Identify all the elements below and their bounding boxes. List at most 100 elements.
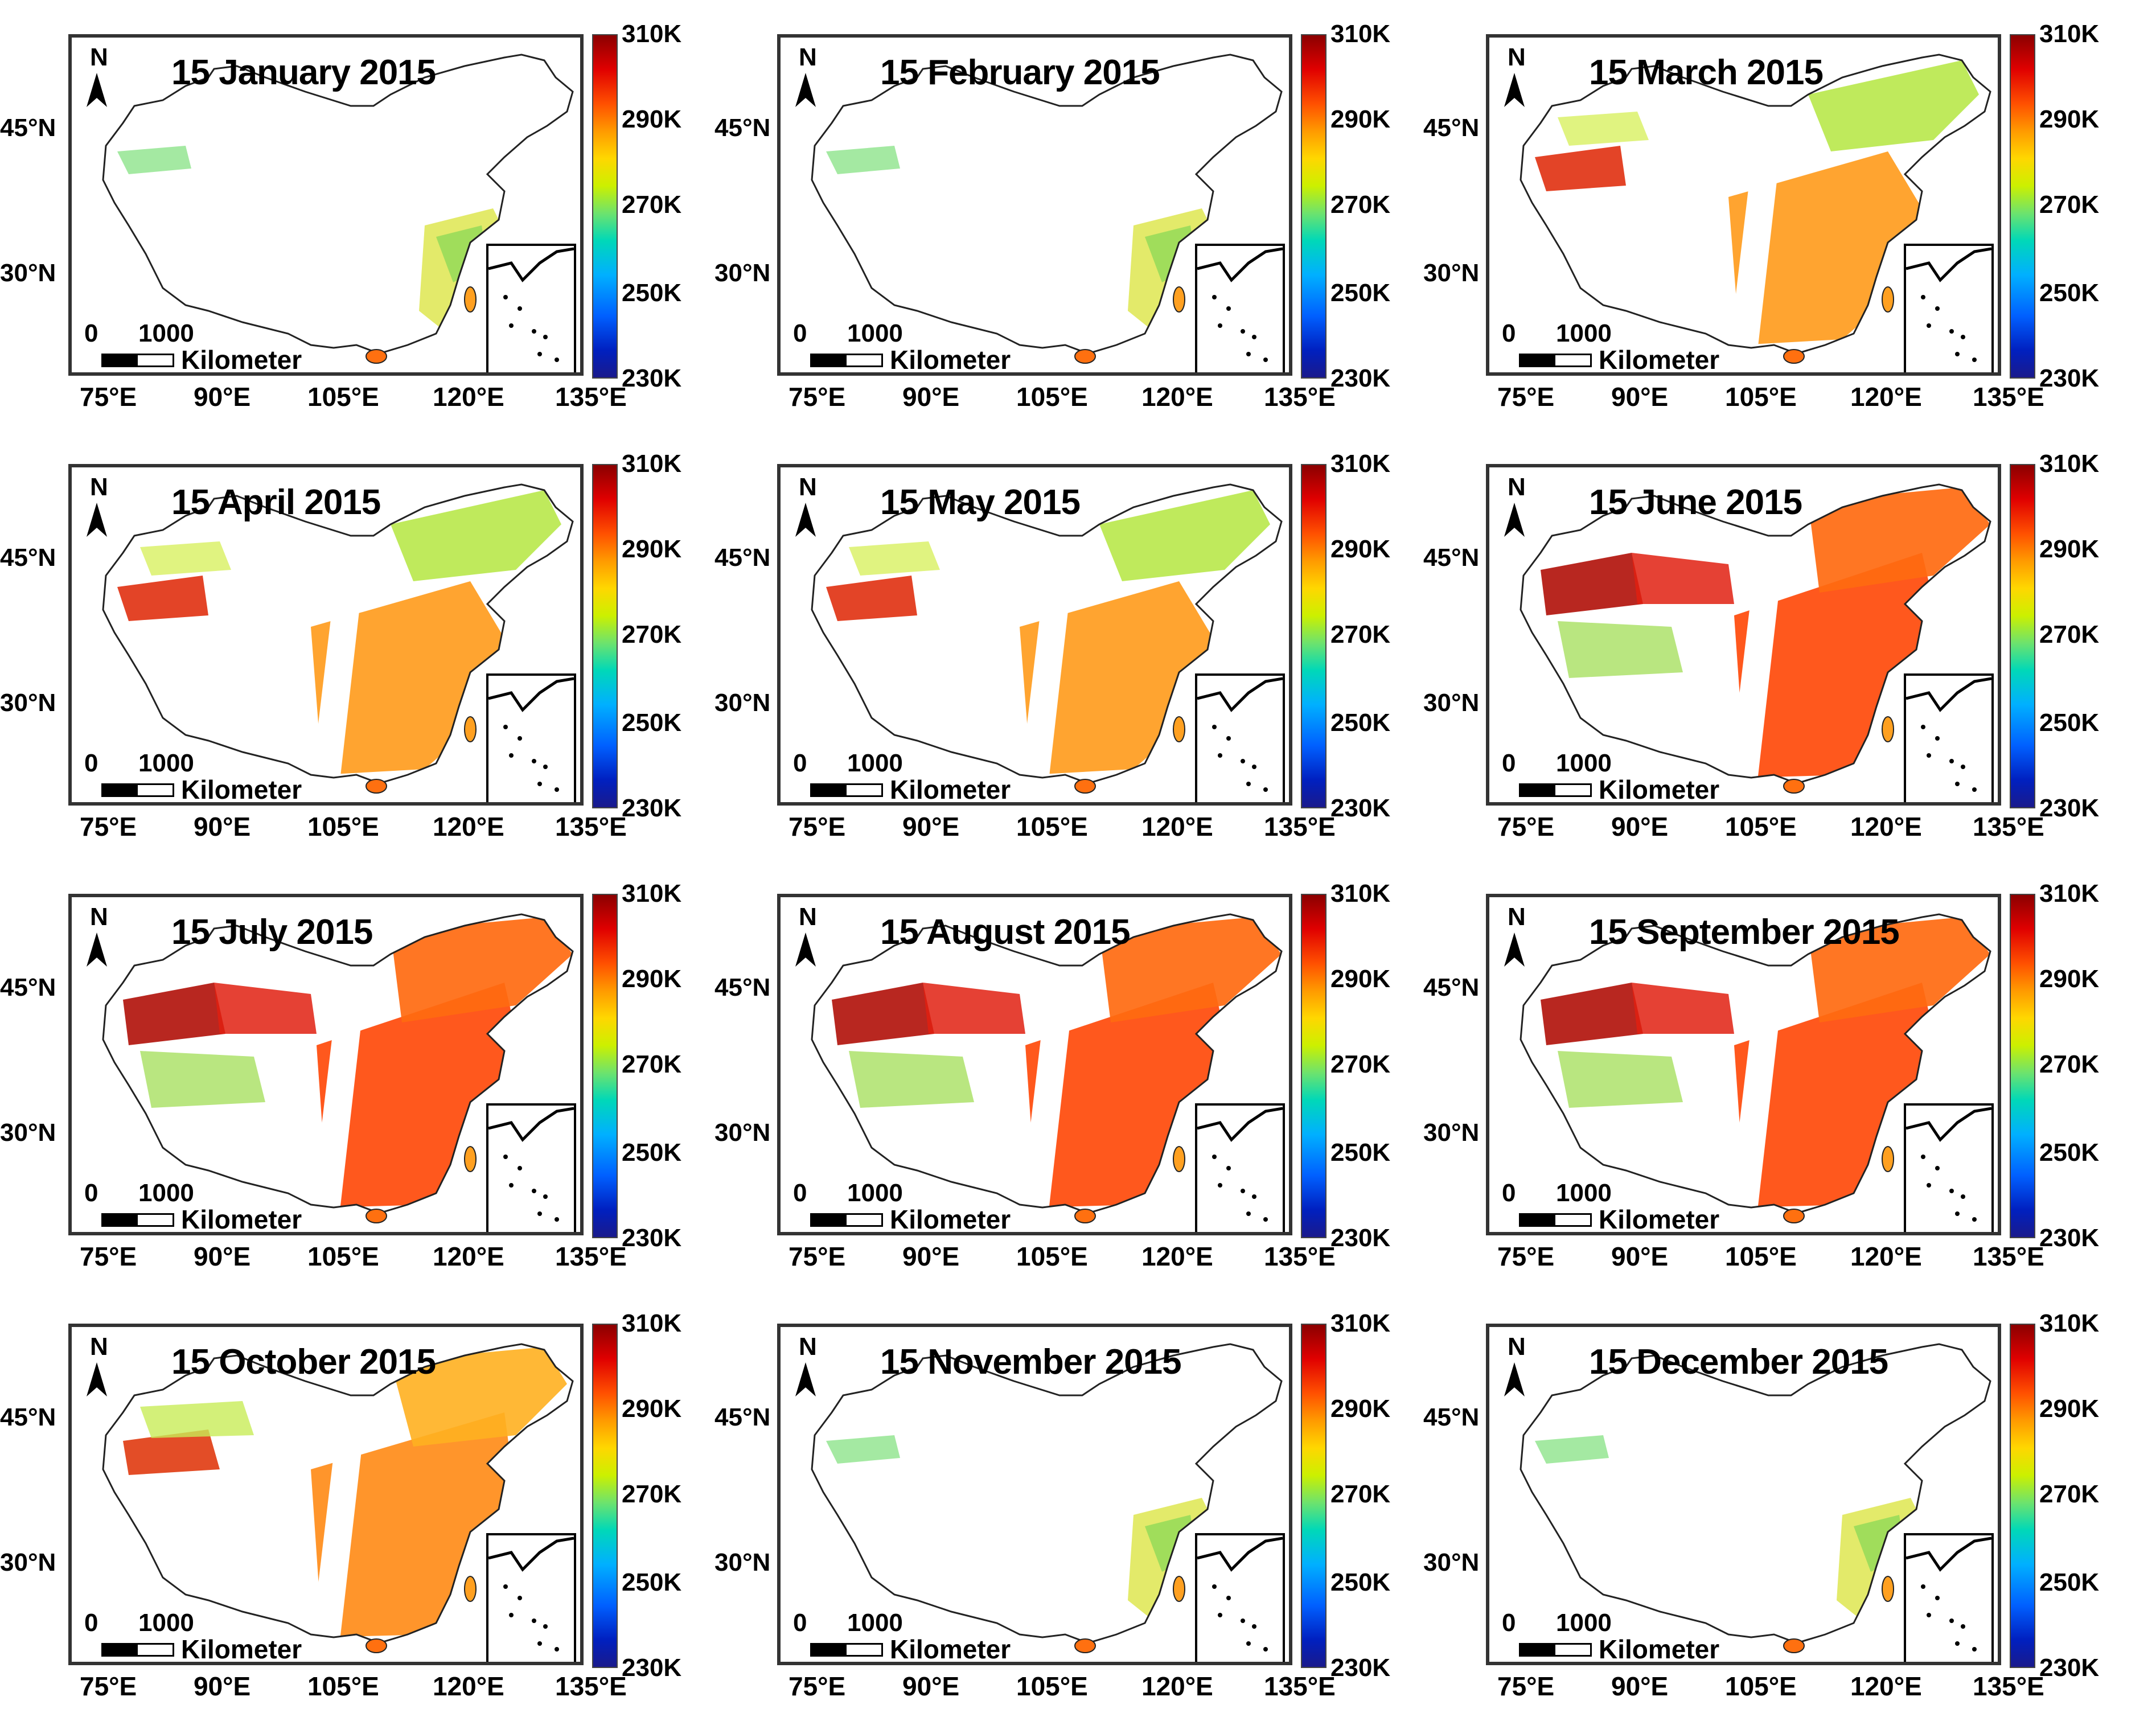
inset-island <box>1955 1211 1960 1216</box>
scale-bar <box>101 1213 174 1227</box>
north-arrow-icon: N <box>1502 473 1536 541</box>
longitude-label: 75°E <box>1497 1242 1555 1271</box>
scale-max-label: 1000 <box>138 1609 194 1637</box>
longitude-label: 135°E <box>1973 1242 2044 1271</box>
colorbar-tick-label: 270K <box>622 191 682 219</box>
temperature-region <box>1099 490 1270 581</box>
map-frame: 15 July 2015 N 0 1000 Kilometer <box>68 894 584 1235</box>
inset-coastline <box>1906 247 1992 282</box>
inset-island <box>1955 782 1960 786</box>
latitude-label: 30°N <box>1423 1119 1480 1147</box>
longitude-label: 120°E <box>1850 382 1922 412</box>
inset-island <box>518 1596 522 1600</box>
inset-island <box>1955 1641 1960 1646</box>
longitude-label: 105°E <box>1725 382 1797 412</box>
map-panel: 15 July 2015 N 0 1000 Kilometer 45°N 30°N 75°E 9… <box>0 868 700 1278</box>
latitude-label: 45°N <box>1423 544 1480 572</box>
longitude-label: 135°E <box>1264 382 1336 412</box>
longitude-label: 120°E <box>1850 812 1922 841</box>
longitude-label: 75°E <box>789 812 846 841</box>
longitude-label: 90°E <box>902 1242 960 1271</box>
panel-title: 15 April 2015 <box>171 483 381 522</box>
scale-zero-label: 0 <box>793 749 807 777</box>
scale-bar-fill <box>1521 785 1555 795</box>
map-panel: 15 October 2015 N 0 1000 Kilometer 45°N 30°N 75… <box>0 1298 700 1708</box>
inset-island <box>1921 725 1925 729</box>
hainan-island <box>366 779 387 794</box>
north-label: N <box>90 903 108 931</box>
scale-zero-label: 0 <box>1502 1179 1516 1207</box>
temperature-region <box>123 1429 220 1475</box>
inset-island <box>1263 1647 1268 1652</box>
china-temperature-map <box>811 54 1283 364</box>
china-temperature-map <box>102 1343 574 1653</box>
inset-island <box>555 1217 559 1222</box>
colorbar-tick-label: 230K <box>622 1654 682 1682</box>
scale-bar <box>810 1643 883 1657</box>
inset-island <box>509 323 514 328</box>
north-arrow-icon: N <box>84 473 118 541</box>
longitude-label: 135°E <box>555 382 627 412</box>
inset-island <box>537 1641 542 1646</box>
scale-bar <box>101 354 174 367</box>
colorbar-tick-label: 290K <box>2039 965 2100 993</box>
scale-bar-fill <box>812 1215 847 1225</box>
temperature-region <box>140 541 231 576</box>
no-data-swath <box>311 106 368 354</box>
temperature-region <box>391 917 573 1022</box>
taiwan-island <box>464 286 477 313</box>
china-border <box>811 1343 1283 1644</box>
inset-coastline <box>488 677 574 712</box>
latitude-label: 45°N <box>1423 114 1480 142</box>
longitude-label: 135°E <box>1973 812 2044 841</box>
inset-island <box>1961 1194 1965 1199</box>
hainan-island <box>366 1638 387 1653</box>
longitude-label: 135°E <box>555 1242 627 1271</box>
inset-island <box>518 736 522 741</box>
colorbar-tick-label: 310K <box>622 880 682 907</box>
inset-island <box>1961 765 1965 769</box>
panel-title: 15 August 2015 <box>880 913 1131 952</box>
map-panel: 15 April 2015 N 0 1000 Kilometer 45°N 30°N 75°E… <box>0 438 700 848</box>
scale-max-label: 1000 <box>1556 749 1612 777</box>
latitude-label: 45°N <box>0 1403 56 1431</box>
temperature-region <box>1808 917 1990 1022</box>
inset-island <box>543 765 548 769</box>
hainan-island <box>1783 349 1805 364</box>
panel-title: 15 May 2015 <box>880 483 1081 522</box>
inset-island <box>1949 759 1954 763</box>
colorbar-tick-label: 310K <box>622 20 682 48</box>
south-china-sea-inset <box>486 244 576 372</box>
latitude-label: 30°N <box>714 1548 771 1576</box>
north-arrow-shape <box>87 1362 107 1396</box>
temperature-region <box>1541 553 1643 615</box>
north-arrow-icon: N <box>793 903 827 971</box>
longitude-label: 120°E <box>1850 1242 1922 1271</box>
scale-bar-group: 0 1000 Kilometer <box>84 319 302 372</box>
longitude-label: 135°E <box>1264 812 1336 841</box>
north-label: N <box>799 903 817 931</box>
temperature-region <box>849 1051 974 1108</box>
inset-island <box>1935 736 1940 741</box>
inset-island <box>555 787 559 792</box>
temperature-colorbar <box>2010 894 2035 1238</box>
colorbar-tick-label: 230K <box>2039 364 2100 392</box>
inset-island <box>543 1194 548 1199</box>
scale-bar-group: 0 1000 Kilometer <box>84 1179 302 1232</box>
inset-coastline <box>1906 1537 1992 1572</box>
no-data-swath <box>311 536 368 783</box>
longitude-label: 105°E <box>1016 1242 1088 1271</box>
scale-bar-group: 0 1000 Kilometer <box>1502 749 1719 802</box>
inset-island <box>532 1189 536 1193</box>
panel-title: 15 June 2015 <box>1589 483 1802 522</box>
panel-title: 15 February 2015 <box>880 53 1160 92</box>
map-frame: 15 December 2015 N 0 1000 Kilometer <box>1486 1324 2001 1665</box>
north-label: N <box>90 43 108 71</box>
inset-coastline <box>1197 1537 1283 1572</box>
scale-unit-label: Kilometer <box>181 345 302 375</box>
panel-title: 15 November 2015 <box>880 1342 1182 1382</box>
inset-island <box>1212 295 1217 299</box>
scale-bar-fill <box>812 355 847 365</box>
hainan-island <box>1074 1209 1096 1223</box>
scale-max-label: 1000 <box>847 319 903 347</box>
